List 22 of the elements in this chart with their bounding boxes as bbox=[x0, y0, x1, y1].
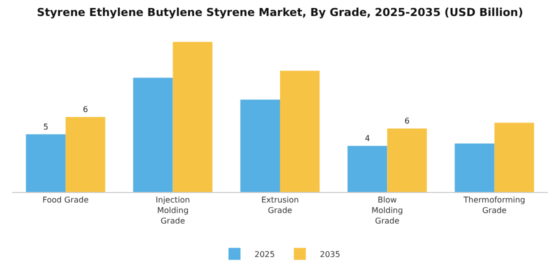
bar bbox=[348, 146, 388, 192]
bar bbox=[454, 144, 494, 192]
x-tick-label: Injection Molding Grade bbox=[156, 196, 190, 226]
bar bbox=[494, 122, 534, 192]
bar bbox=[26, 134, 66, 192]
data-label: 6 bbox=[404, 116, 410, 126]
legend-label: 2035 bbox=[320, 250, 340, 260]
bar bbox=[66, 116, 106, 192]
bar bbox=[133, 78, 173, 192]
legend-label: 2025 bbox=[254, 250, 275, 260]
x-tick-label: Thermoforming Grade bbox=[462, 196, 526, 215]
bar bbox=[240, 100, 280, 192]
bar bbox=[387, 128, 427, 192]
x-tick-label: Extrusion Grade bbox=[261, 196, 299, 215]
x-tick-label: Food Grade bbox=[42, 196, 89, 205]
bar bbox=[172, 42, 212, 192]
data-label: 4 bbox=[364, 134, 370, 143]
chart-title: Styrene Ethylene Butylene Styrene Market, By Grade, 2025-2035 (USD Billion) bbox=[36, 6, 524, 20]
data-label: 6 bbox=[82, 104, 88, 114]
data-label: 5 bbox=[43, 122, 48, 132]
bar bbox=[280, 70, 320, 192]
x-tick-label: Blow Molding Grade bbox=[371, 196, 403, 226]
